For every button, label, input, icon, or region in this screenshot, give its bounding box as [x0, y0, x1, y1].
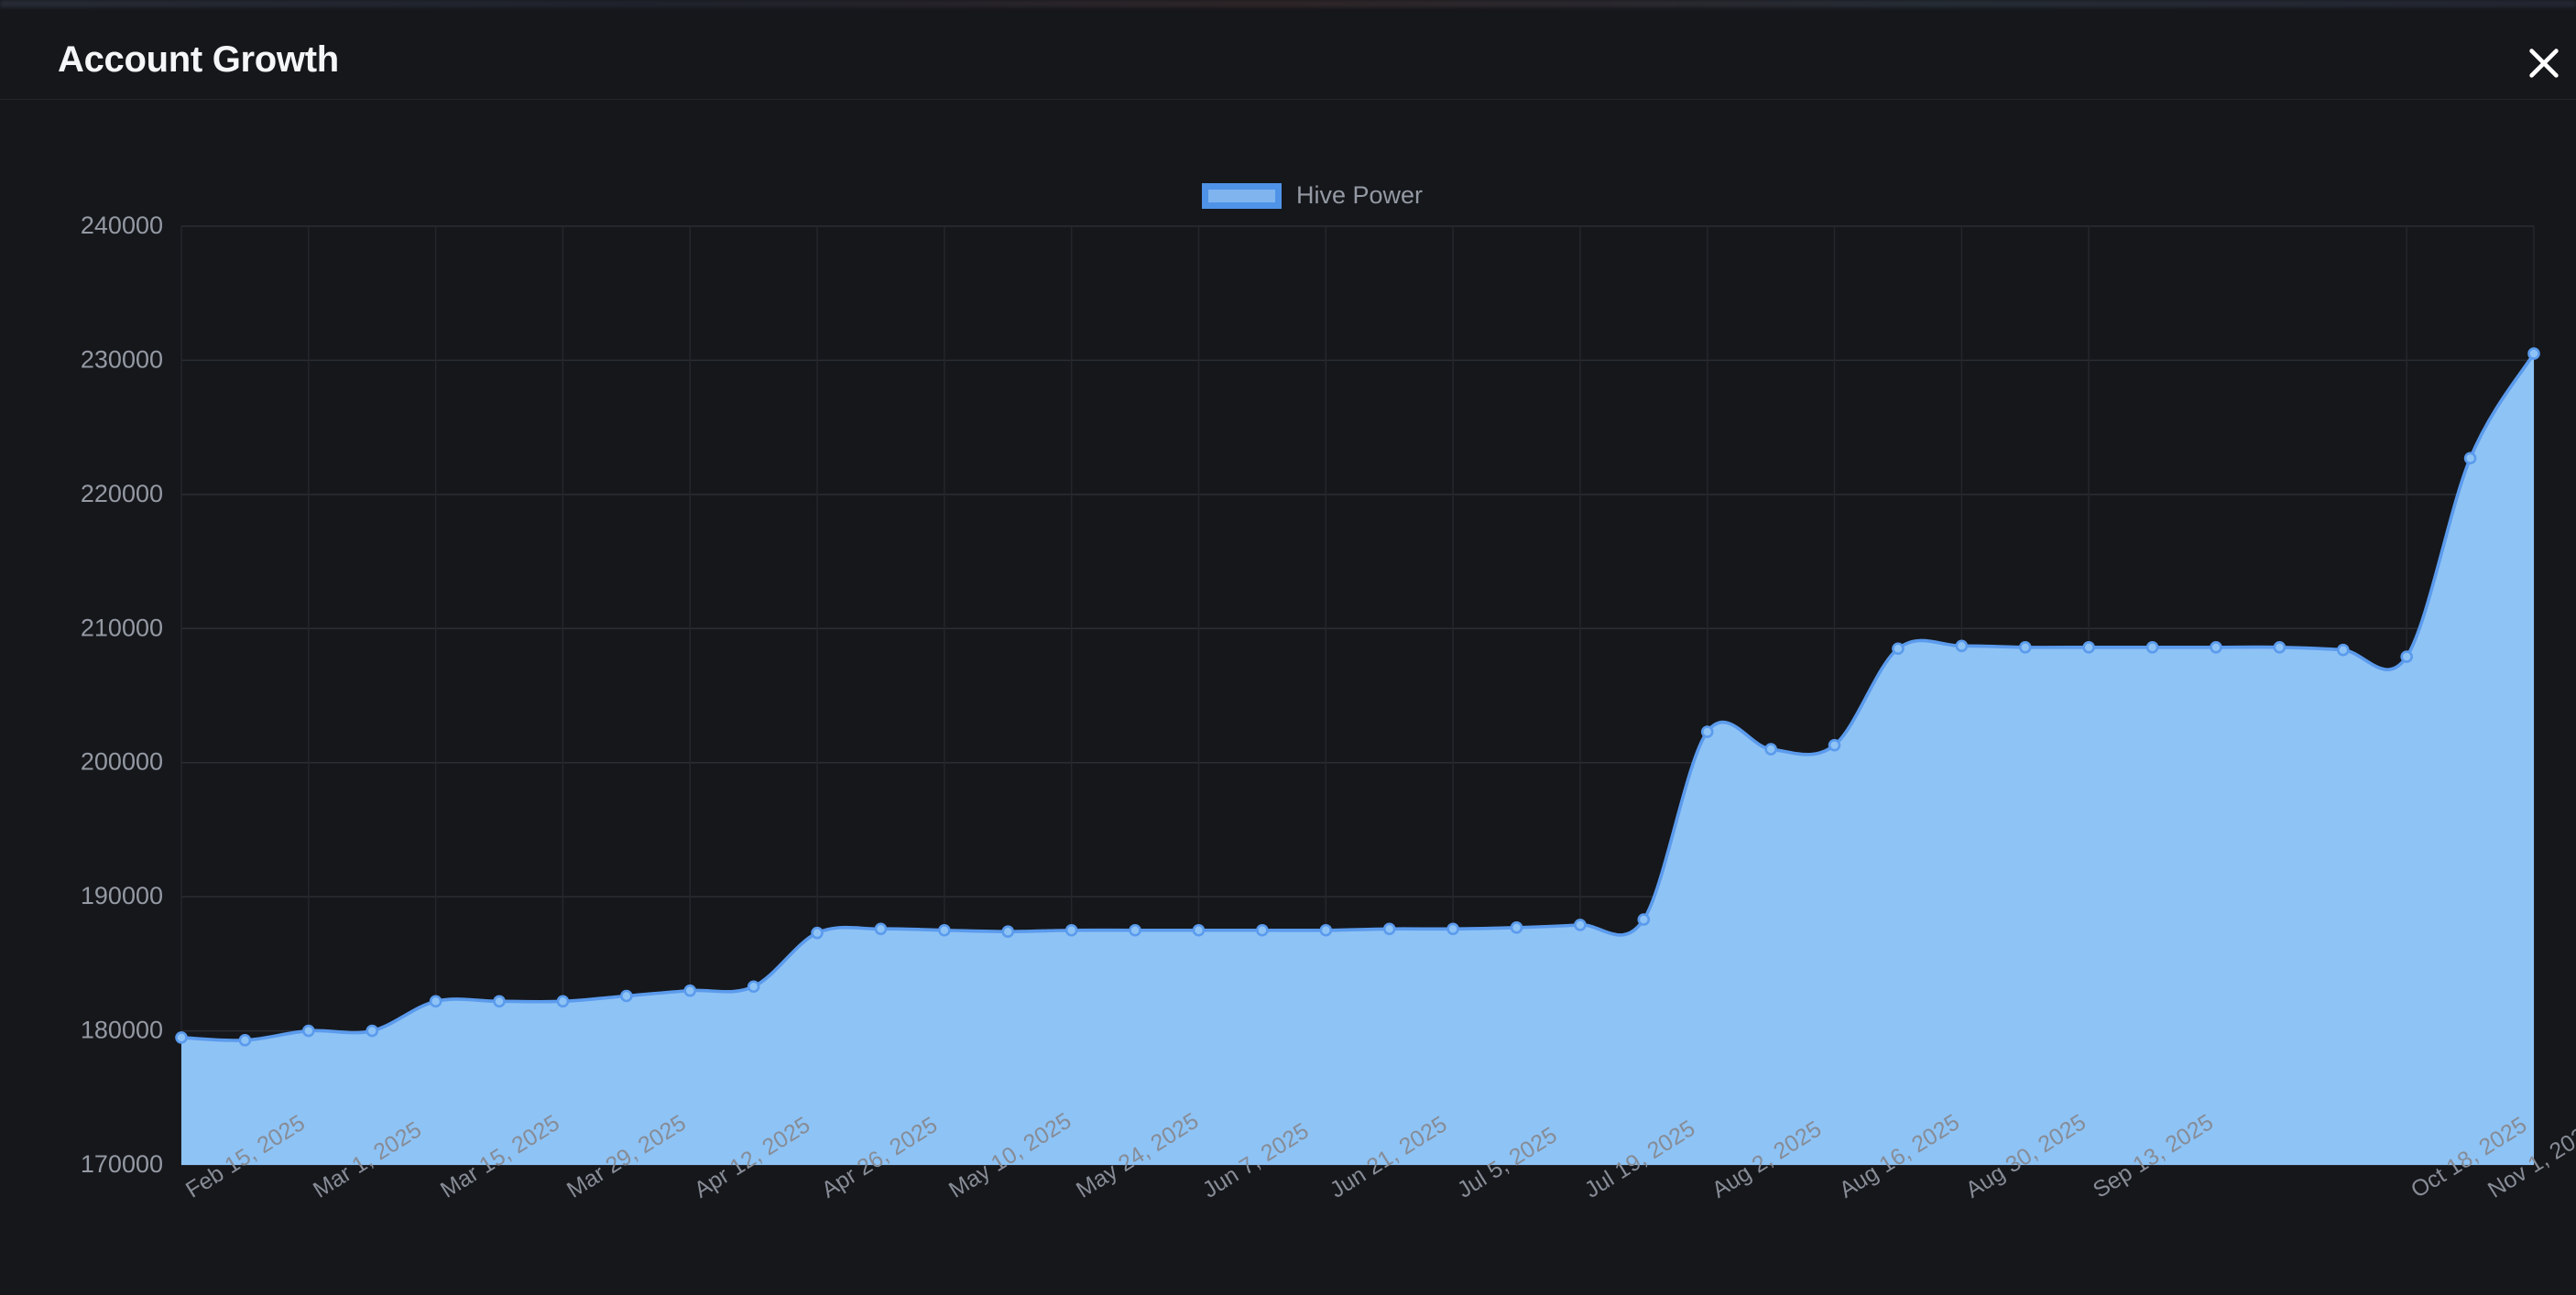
svg-text:180000: 180000: [81, 1017, 163, 1044]
svg-text:190000: 190000: [81, 882, 163, 909]
svg-text:210000: 210000: [81, 614, 163, 641]
svg-text:200000: 200000: [81, 748, 163, 776]
svg-text:220000: 220000: [81, 480, 163, 507]
svg-text:240000: 240000: [81, 212, 163, 239]
svg-text:170000: 170000: [81, 1150, 163, 1178]
svg-text:230000: 230000: [81, 345, 163, 373]
